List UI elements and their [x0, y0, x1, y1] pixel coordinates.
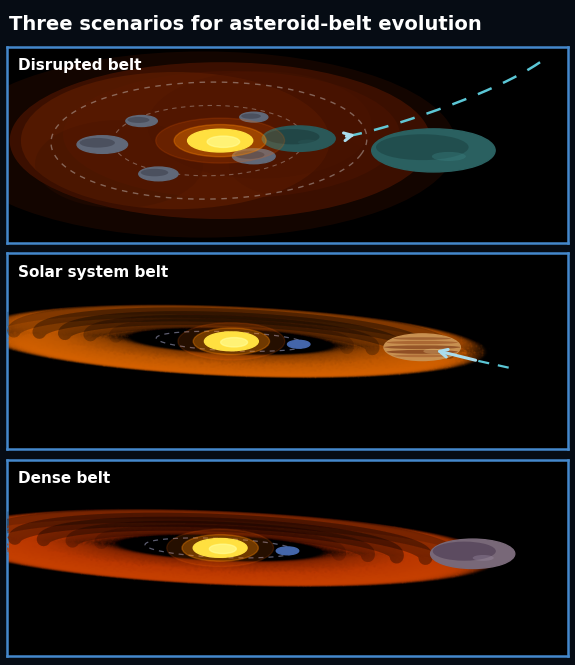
Circle shape [262, 126, 335, 152]
Circle shape [276, 547, 299, 555]
Circle shape [207, 136, 240, 148]
Ellipse shape [433, 541, 496, 561]
Ellipse shape [235, 151, 264, 159]
Circle shape [174, 124, 266, 157]
Circle shape [240, 112, 268, 122]
Ellipse shape [393, 337, 451, 340]
Ellipse shape [128, 117, 150, 123]
Circle shape [431, 539, 515, 569]
Circle shape [156, 118, 285, 163]
Ellipse shape [386, 350, 458, 354]
Ellipse shape [79, 138, 115, 148]
Circle shape [77, 136, 128, 154]
Ellipse shape [265, 129, 320, 144]
Ellipse shape [473, 555, 494, 561]
Ellipse shape [229, 130, 369, 198]
Ellipse shape [423, 348, 442, 354]
Circle shape [126, 116, 158, 126]
Text: Three scenarios for asteroid-belt evolution: Three scenarios for asteroid-belt evolut… [9, 15, 481, 34]
Text: Dense belt: Dense belt [18, 471, 110, 487]
Ellipse shape [386, 341, 458, 344]
Ellipse shape [384, 345, 461, 349]
Circle shape [205, 332, 258, 350]
Ellipse shape [63, 71, 400, 198]
Circle shape [221, 338, 248, 347]
Circle shape [288, 340, 310, 348]
Circle shape [139, 167, 178, 181]
Ellipse shape [393, 354, 451, 357]
Ellipse shape [241, 114, 261, 119]
Circle shape [193, 328, 270, 354]
Circle shape [209, 544, 236, 553]
Circle shape [178, 323, 285, 360]
Ellipse shape [432, 152, 466, 161]
Ellipse shape [141, 169, 168, 176]
Ellipse shape [147, 71, 371, 179]
Ellipse shape [35, 120, 204, 208]
Circle shape [371, 129, 495, 172]
Ellipse shape [10, 63, 431, 219]
Ellipse shape [21, 72, 329, 209]
Ellipse shape [0, 51, 456, 237]
Text: Solar system belt: Solar system belt [18, 265, 168, 280]
Circle shape [232, 149, 275, 164]
Ellipse shape [376, 134, 469, 160]
Ellipse shape [298, 140, 318, 145]
Text: Disrupted belt: Disrupted belt [18, 59, 141, 73]
Circle shape [384, 334, 461, 360]
Circle shape [167, 529, 274, 567]
Circle shape [187, 129, 252, 152]
Circle shape [182, 535, 258, 561]
Circle shape [193, 539, 247, 557]
